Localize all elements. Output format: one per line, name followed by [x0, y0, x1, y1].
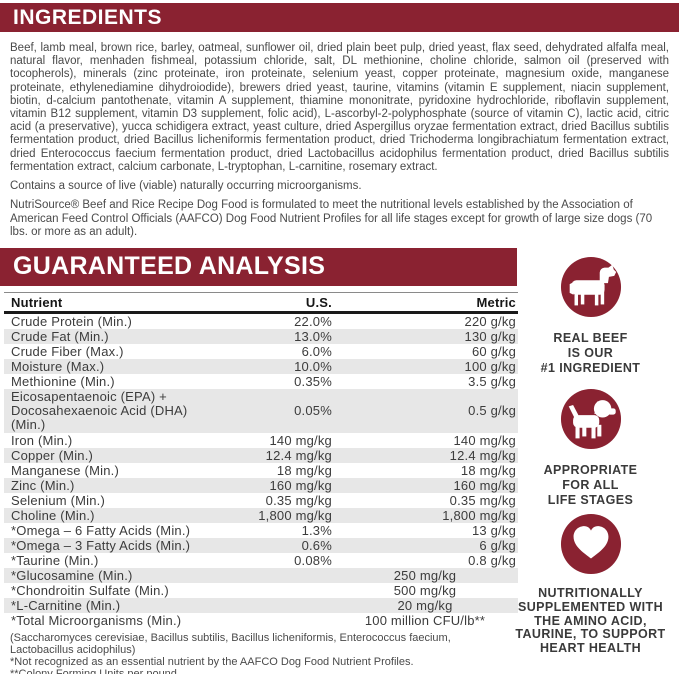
table-header-row: Nutrient U.S. Metric	[4, 291, 518, 314]
nutrient-cell: Crude Fat (Min.)	[11, 328, 109, 344]
us-value-cell: 18 mg/kg	[276, 462, 332, 478]
nutrient-cell: *Glucosamine (Min.)	[11, 567, 133, 583]
footnote-organisms: (Saccharomyces cerevisiae, Bacillus subt…	[10, 631, 451, 656]
viable-microorganisms-note: Contains a source of live (viable) natur…	[10, 180, 362, 193]
nutrient-cell: Eicosapentaenoic (EPA) + Docosahexaenoic…	[11, 388, 188, 432]
nutrient-cell: Selenium (Min.)	[11, 492, 106, 508]
metric-value-cell: 6 g/kg	[479, 537, 516, 553]
table-row: *Total Microorganisms (Min.) 100 million…	[4, 613, 518, 628]
heart-icon	[560, 513, 621, 575]
metric-value-cell: 60 g/kg	[471, 343, 516, 359]
badge-real-beef: REAL BEEF IS OUR #1 INGREDIENT	[502, 256, 679, 376]
table-row: Eicosapentaenoic (EPA) + Docosahexaenoic…	[4, 388, 518, 433]
nutrient-cell: Manganese (Min.)	[11, 462, 119, 478]
us-value-cell: 140 mg/kg	[269, 432, 332, 448]
nutrient-cell: Copper (Min.)	[11, 447, 94, 463]
aafco-statement: NutriSource® Beef and Rice Recipe Dog Fo…	[10, 199, 653, 239]
footnote-not-recognized: *Not recognized as an essential nutrient…	[10, 655, 414, 668]
badge-all-life-stages: APPROPRIATE FOR ALL LIFE STAGES	[502, 388, 679, 508]
table-row: *L-Carnitine (Min.) 20 mg/kg	[4, 597, 518, 613]
metric-value-cell: 0.8 g/kg	[468, 552, 516, 568]
table-row: Copper (Min.) 12.4 mg/kg 12.4 mg/kg	[4, 447, 518, 463]
nutrient-cell: Crude Fiber (Max.)	[11, 343, 124, 359]
spanned-value-cell: 100 million CFU/lb**	[364, 612, 486, 628]
nutrient-cell: Methionine (Min.)	[11, 373, 115, 389]
metric-value-cell: 140 mg/kg	[453, 432, 516, 448]
us-value-cell: 0.35 mg/kg	[265, 492, 332, 508]
us-value-cell: 0.08%	[294, 552, 332, 568]
metric-value-cell: 18 mg/kg	[460, 462, 516, 478]
badge-caption: APPROPRIATE FOR ALL LIFE STAGES	[543, 463, 638, 507]
metric-value-cell: 1,800 mg/kg	[442, 507, 516, 523]
us-value-cell: 13.0%	[294, 328, 332, 344]
table-row: Crude Protein (Min.) 22.0% 220 g/kg	[4, 314, 518, 329]
column-header-metric: Metric	[476, 294, 516, 310]
badge-caption: REAL BEEF IS OUR #1 INGREDIENT	[540, 331, 641, 375]
nutrient-cell: *Taurine (Min.)	[11, 552, 99, 568]
us-value-cell: 1.3%	[301, 522, 332, 538]
us-value-cell: 0.6%	[301, 537, 332, 553]
spanned-value-cell: 250 mg/kg	[393, 567, 457, 583]
nutrient-cell: Iron (Min.)	[11, 432, 73, 448]
us-value-cell: 22.0%	[294, 313, 332, 329]
table-row: Selenium (Min.) 0.35 mg/kg 0.35 mg/kg	[4, 493, 518, 508]
nutrient-cell: *Chondroitin Sulfate (Min.)	[11, 582, 169, 598]
us-value-cell: 160 mg/kg	[269, 477, 332, 493]
table-row: *Omega – 3 Fatty Acids (Min.) 0.6% 6 g/k…	[4, 537, 518, 553]
us-value-cell: 6.0%	[301, 343, 332, 359]
nutrient-cell: Zinc (Min.)	[11, 477, 75, 493]
metric-value-cell: 3.5 g/kg	[468, 373, 516, 389]
column-header-us: U.S.	[305, 294, 332, 310]
table-row: Zinc (Min.) 160 mg/kg 160 mg/kg	[4, 477, 518, 493]
table-row: Crude Fiber (Max.) 6.0% 60 g/kg	[4, 344, 518, 359]
us-value-cell: 12.4 mg/kg	[265, 447, 332, 463]
column-header-nutrient: Nutrient	[11, 294, 63, 310]
metric-value-cell: 130 g/kg	[464, 328, 516, 344]
table-body: Crude Protein (Min.) 22.0% 220 g/kg Crud…	[4, 314, 518, 628]
nutrient-cell: Choline (Min.)	[11, 507, 95, 523]
us-value-cell: 0.05%	[294, 403, 332, 419]
metric-value-cell: 0.5 g/kg	[468, 403, 516, 419]
nutrient-cell: *Total Microorganisms (Min.)	[11, 612, 182, 628]
metric-value-cell: 220 g/kg	[464, 313, 516, 329]
table-row: Manganese (Min.) 18 mg/kg 18 mg/kg	[4, 463, 518, 478]
ingredients-list-text: Beef, lamb meal, brown rice, barley, oat…	[10, 42, 669, 173]
spanned-value-cell: 20 mg/kg	[397, 597, 453, 613]
cow-icon	[560, 256, 621, 318]
table-row: *Taurine (Min.) 0.08% 0.8 g/kg	[4, 553, 518, 568]
metric-value-cell: 0.35 mg/kg	[449, 492, 516, 508]
metric-value-cell: 100 g/kg	[464, 358, 516, 374]
metric-value-cell: 13 g/kg	[471, 522, 516, 538]
table-row: *Chondroitin Sulfate (Min.) 500 mg/kg	[4, 583, 518, 598]
nutrient-cell: Crude Protein (Min.)	[11, 313, 133, 329]
nutrient-cell: *Omega – 3 Fatty Acids (Min.)	[11, 537, 191, 553]
spanned-value-cell: 500 mg/kg	[393, 582, 457, 598]
us-value-cell: 10.0%	[294, 358, 332, 374]
nutrient-cell: Moisture (Max.)	[11, 358, 105, 374]
guaranteed-analysis-table: Nutrient U.S. Metric Crude Protein (Min.…	[4, 291, 518, 628]
puppy-icon	[560, 388, 621, 450]
table-row: Moisture (Max.) 10.0% 100 g/kg	[4, 358, 518, 374]
table-row: Iron (Min.) 140 mg/kg 140 mg/kg	[4, 433, 518, 448]
metric-value-cell: 12.4 mg/kg	[449, 447, 516, 463]
ingredients-section-header: INGREDIENTS	[0, 3, 679, 32]
table-row: Crude Fat (Min.) 13.0% 130 g/kg	[4, 328, 518, 344]
badge-caption: NUTRITIONALLY SUPPLEMENTED WITH THE AMIN…	[515, 586, 666, 656]
ingredients-title: INGREDIENTS	[13, 5, 163, 29]
guaranteed-analysis-title: GUARANTEED ANALYSIS	[13, 252, 326, 281]
table-row: *Glucosamine (Min.) 250 mg/kg	[4, 567, 518, 583]
us-value-cell: 0.35%	[294, 373, 332, 389]
table-row: Methionine (Min.) 0.35% 3.5 g/kg	[4, 374, 518, 389]
badge-heart-health: NUTRITIONALLY SUPPLEMENTED WITH THE AMIN…	[502, 513, 679, 656]
table-row: *Omega – 6 Fatty Acids (Min.) 1.3% 13 g/…	[4, 523, 518, 538]
metric-value-cell: 160 mg/kg	[453, 477, 516, 493]
nutrient-cell: *Omega – 6 Fatty Acids (Min.)	[11, 522, 191, 538]
guaranteed-analysis-section-header: GUARANTEED ANALYSIS	[0, 247, 517, 286]
us-value-cell: 1,800 mg/kg	[258, 507, 332, 523]
nutrient-cell: *L-Carnitine (Min.)	[11, 597, 121, 613]
table-footnotes: (Saccharomyces cerevisiae, Bacillus subt…	[10, 632, 515, 674]
footnote-cfu: **Colony Forming Units per pound	[10, 667, 177, 674]
table-row: Choline (Min.) 1,800 mg/kg 1,800 mg/kg	[4, 507, 518, 523]
